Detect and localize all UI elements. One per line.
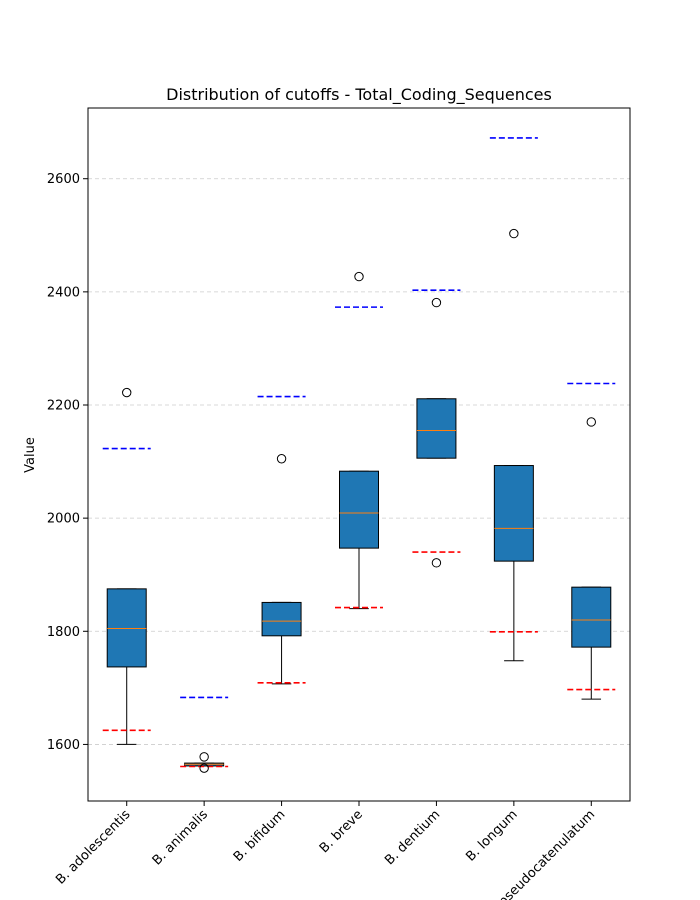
outlier-point — [199, 752, 209, 762]
box — [106, 588, 147, 668]
outlier-point — [431, 558, 442, 568]
y-tick-label: 2600 — [47, 172, 80, 187]
outlier-point — [276, 454, 287, 464]
x-tick-label: B. animalis — [150, 807, 211, 868]
x-tick-label: B. bifidum — [231, 807, 289, 865]
box-group — [335, 271, 383, 610]
plot-marks — [102, 137, 616, 773]
box-group — [412, 289, 461, 568]
y-tick-label: 1800 — [47, 625, 80, 640]
x-tick-label: B. dentium — [382, 807, 443, 868]
y-tick-label: 2400 — [47, 285, 80, 300]
outlier-point — [586, 417, 596, 427]
box-group — [567, 382, 616, 700]
y-tick-label: 1600 — [47, 738, 80, 753]
box — [493, 465, 534, 562]
x-tick-label: B. longum — [463, 807, 520, 864]
y-axis-label: Value — [23, 437, 38, 473]
y-tick-label: 2000 — [47, 512, 80, 527]
box — [339, 470, 379, 549]
grid-lines — [88, 178, 630, 745]
x-tick-label: B. breve — [317, 807, 366, 856]
box-group — [489, 137, 538, 662]
y-tick-label: 2200 — [47, 399, 80, 414]
outlier-point — [509, 228, 519, 239]
box — [416, 398, 457, 459]
chart-title: Distribution of cutoffs - Total_Coding_S… — [166, 85, 552, 105]
outlier-point — [199, 763, 209, 773]
box — [571, 586, 612, 648]
outlier-point — [431, 297, 442, 308]
outlier-point — [122, 387, 132, 398]
box-group — [180, 696, 229, 773]
x-tick-label: B. adolescentis — [53, 807, 133, 887]
box — [261, 601, 302, 637]
box-group — [102, 387, 151, 745]
box-group — [257, 395, 306, 685]
plot-frame — [87, 107, 631, 802]
outlier-point — [354, 271, 364, 282]
